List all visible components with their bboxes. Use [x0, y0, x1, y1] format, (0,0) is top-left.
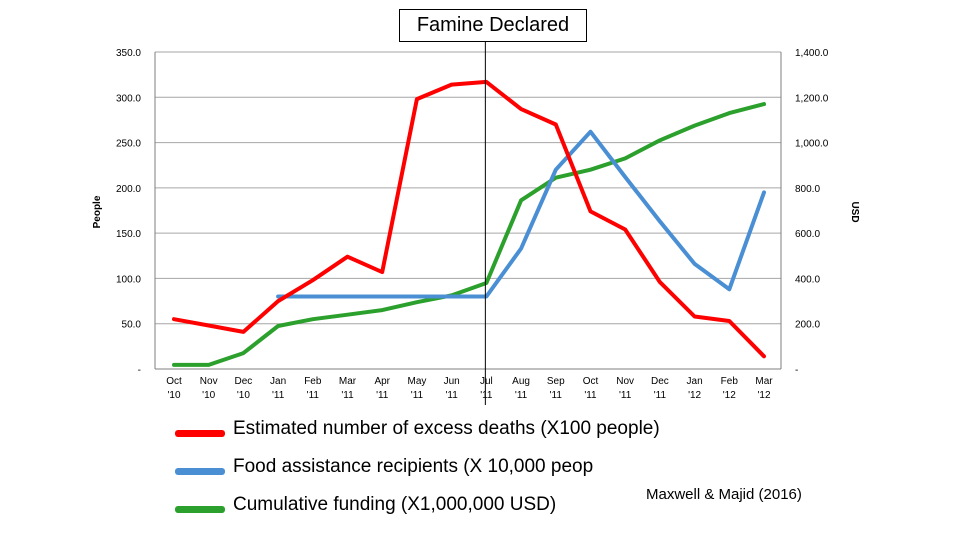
legend-swatch-cumulative-funding: [175, 506, 225, 513]
y2-tick-label: 200.0: [795, 320, 820, 331]
x-tick-year: '11: [272, 390, 285, 401]
y-axis-title: People: [92, 195, 103, 228]
famine-declared-annotation: Famine Declared: [399, 9, 587, 42]
x-tick-month: Jul: [480, 376, 493, 387]
x-tick-month: May: [407, 376, 426, 387]
series-line-2: [172, 102, 766, 367]
source-credit: Maxwell & Majid (2016): [646, 486, 802, 503]
x-tick-month: Mar: [755, 376, 773, 387]
y-tick-label: 300.0: [116, 93, 141, 104]
x-tick-year: '11: [654, 390, 667, 401]
legend-item-excess-deaths: Estimated number of excess deaths (X100 …: [175, 418, 735, 448]
x-tick-month: Jan: [687, 376, 703, 387]
legend-item-food-assistance: Food assistance recipients (X 10,000 peo…: [175, 456, 735, 486]
series-line-0: [172, 79, 766, 359]
x-tick-month: Feb: [304, 376, 322, 387]
x-tick-year: '12: [723, 390, 736, 401]
x-tick-month: Dec: [235, 376, 253, 387]
x-tick-year: '12: [688, 390, 701, 401]
series-lines: [172, 79, 766, 367]
series-line-1: [276, 129, 766, 299]
y-tick-label: 200.0: [116, 184, 141, 195]
x-tick-month: Mar: [339, 376, 357, 387]
x-tick-month: Oct: [583, 376, 599, 387]
x-tick-month: Apr: [374, 376, 390, 387]
right-axis-ticks: - 200.0 400.0 600.0 800.0 1,000.0 1,200.0 1,400…: [795, 48, 829, 376]
left-axis-ticks: - 50.0 100.0 150.0 200.0 250.0 300.0 350.0: [116, 48, 141, 376]
x-tick-year: '11: [376, 390, 389, 401]
gridlines: [155, 51, 781, 325]
y-tick-label: 350.0: [116, 48, 141, 59]
legend-label-food-assistance: Food assistance recipients (X 10,000 peo…: [233, 456, 594, 477]
x-tick-year: '11: [619, 390, 632, 401]
legend-swatch-excess-deaths: [175, 430, 225, 437]
legend-item-cumulative-funding: Cumulative funding (X1,000,000 USD): [175, 494, 735, 524]
legend-swatch-food-assistance: [175, 468, 225, 475]
y2-tick-label: 800.0: [795, 184, 820, 195]
x-tick-month: Oct: [166, 376, 182, 387]
x-tick-year: '10: [202, 390, 215, 401]
y-tick-label: -: [138, 365, 141, 376]
famine-declared-label: Famine Declared: [416, 14, 570, 36]
x-tick-year: '11: [480, 390, 493, 401]
x-tick-month: Jan: [270, 376, 286, 387]
y-tick-label: 250.0: [116, 139, 141, 150]
x-tick-month: Nov: [200, 376, 218, 387]
x-tick-year: '11: [341, 390, 354, 401]
x-tick-month: Dec: [651, 376, 669, 387]
y2-axis-title: USD: [849, 201, 860, 222]
y2-tick-label: -: [795, 365, 798, 376]
x-tick-year: '11: [307, 390, 320, 401]
legend-label-cumulative-funding: Cumulative funding (X1,000,000 USD): [233, 494, 557, 515]
y-tick-label: 50.0: [122, 320, 142, 331]
y2-tick-label: 1,400.0: [795, 48, 829, 59]
y-tick-label: 100.0: [116, 274, 141, 285]
y2-tick-label: 1,200.0: [795, 93, 829, 104]
x-tick-year: '11: [515, 390, 528, 401]
y-tick-label: 150.0: [116, 229, 141, 240]
y2-tick-label: 600.0: [795, 229, 820, 240]
x-tick-month: Nov: [616, 376, 634, 387]
x-tick-month: Sep: [547, 376, 565, 387]
y2-tick-label: 1,000.0: [795, 139, 829, 150]
x-tick-year: '11: [445, 390, 458, 401]
x-tick-month: Feb: [721, 376, 739, 387]
x-tick-year: '12: [757, 390, 770, 401]
x-tick-month: Jun: [444, 376, 460, 387]
x-tick-year: '11: [550, 390, 563, 401]
y2-tick-label: 400.0: [795, 274, 820, 285]
x-tick-year: '10: [167, 390, 180, 401]
axes: [154, 52, 782, 370]
x-tick-year: '10: [237, 390, 250, 401]
x-axis-ticks: Oct '10 Nov '10 Dec '10 Jan '11 Feb '11 Mar '11 Apr '…: [166, 376, 773, 401]
legend-label-excess-deaths: Estimated number of excess deaths (X100 …: [233, 418, 660, 439]
x-tick-month: Aug: [512, 376, 530, 387]
x-tick-year: '11: [584, 390, 597, 401]
x-tick-year: '11: [411, 390, 424, 401]
